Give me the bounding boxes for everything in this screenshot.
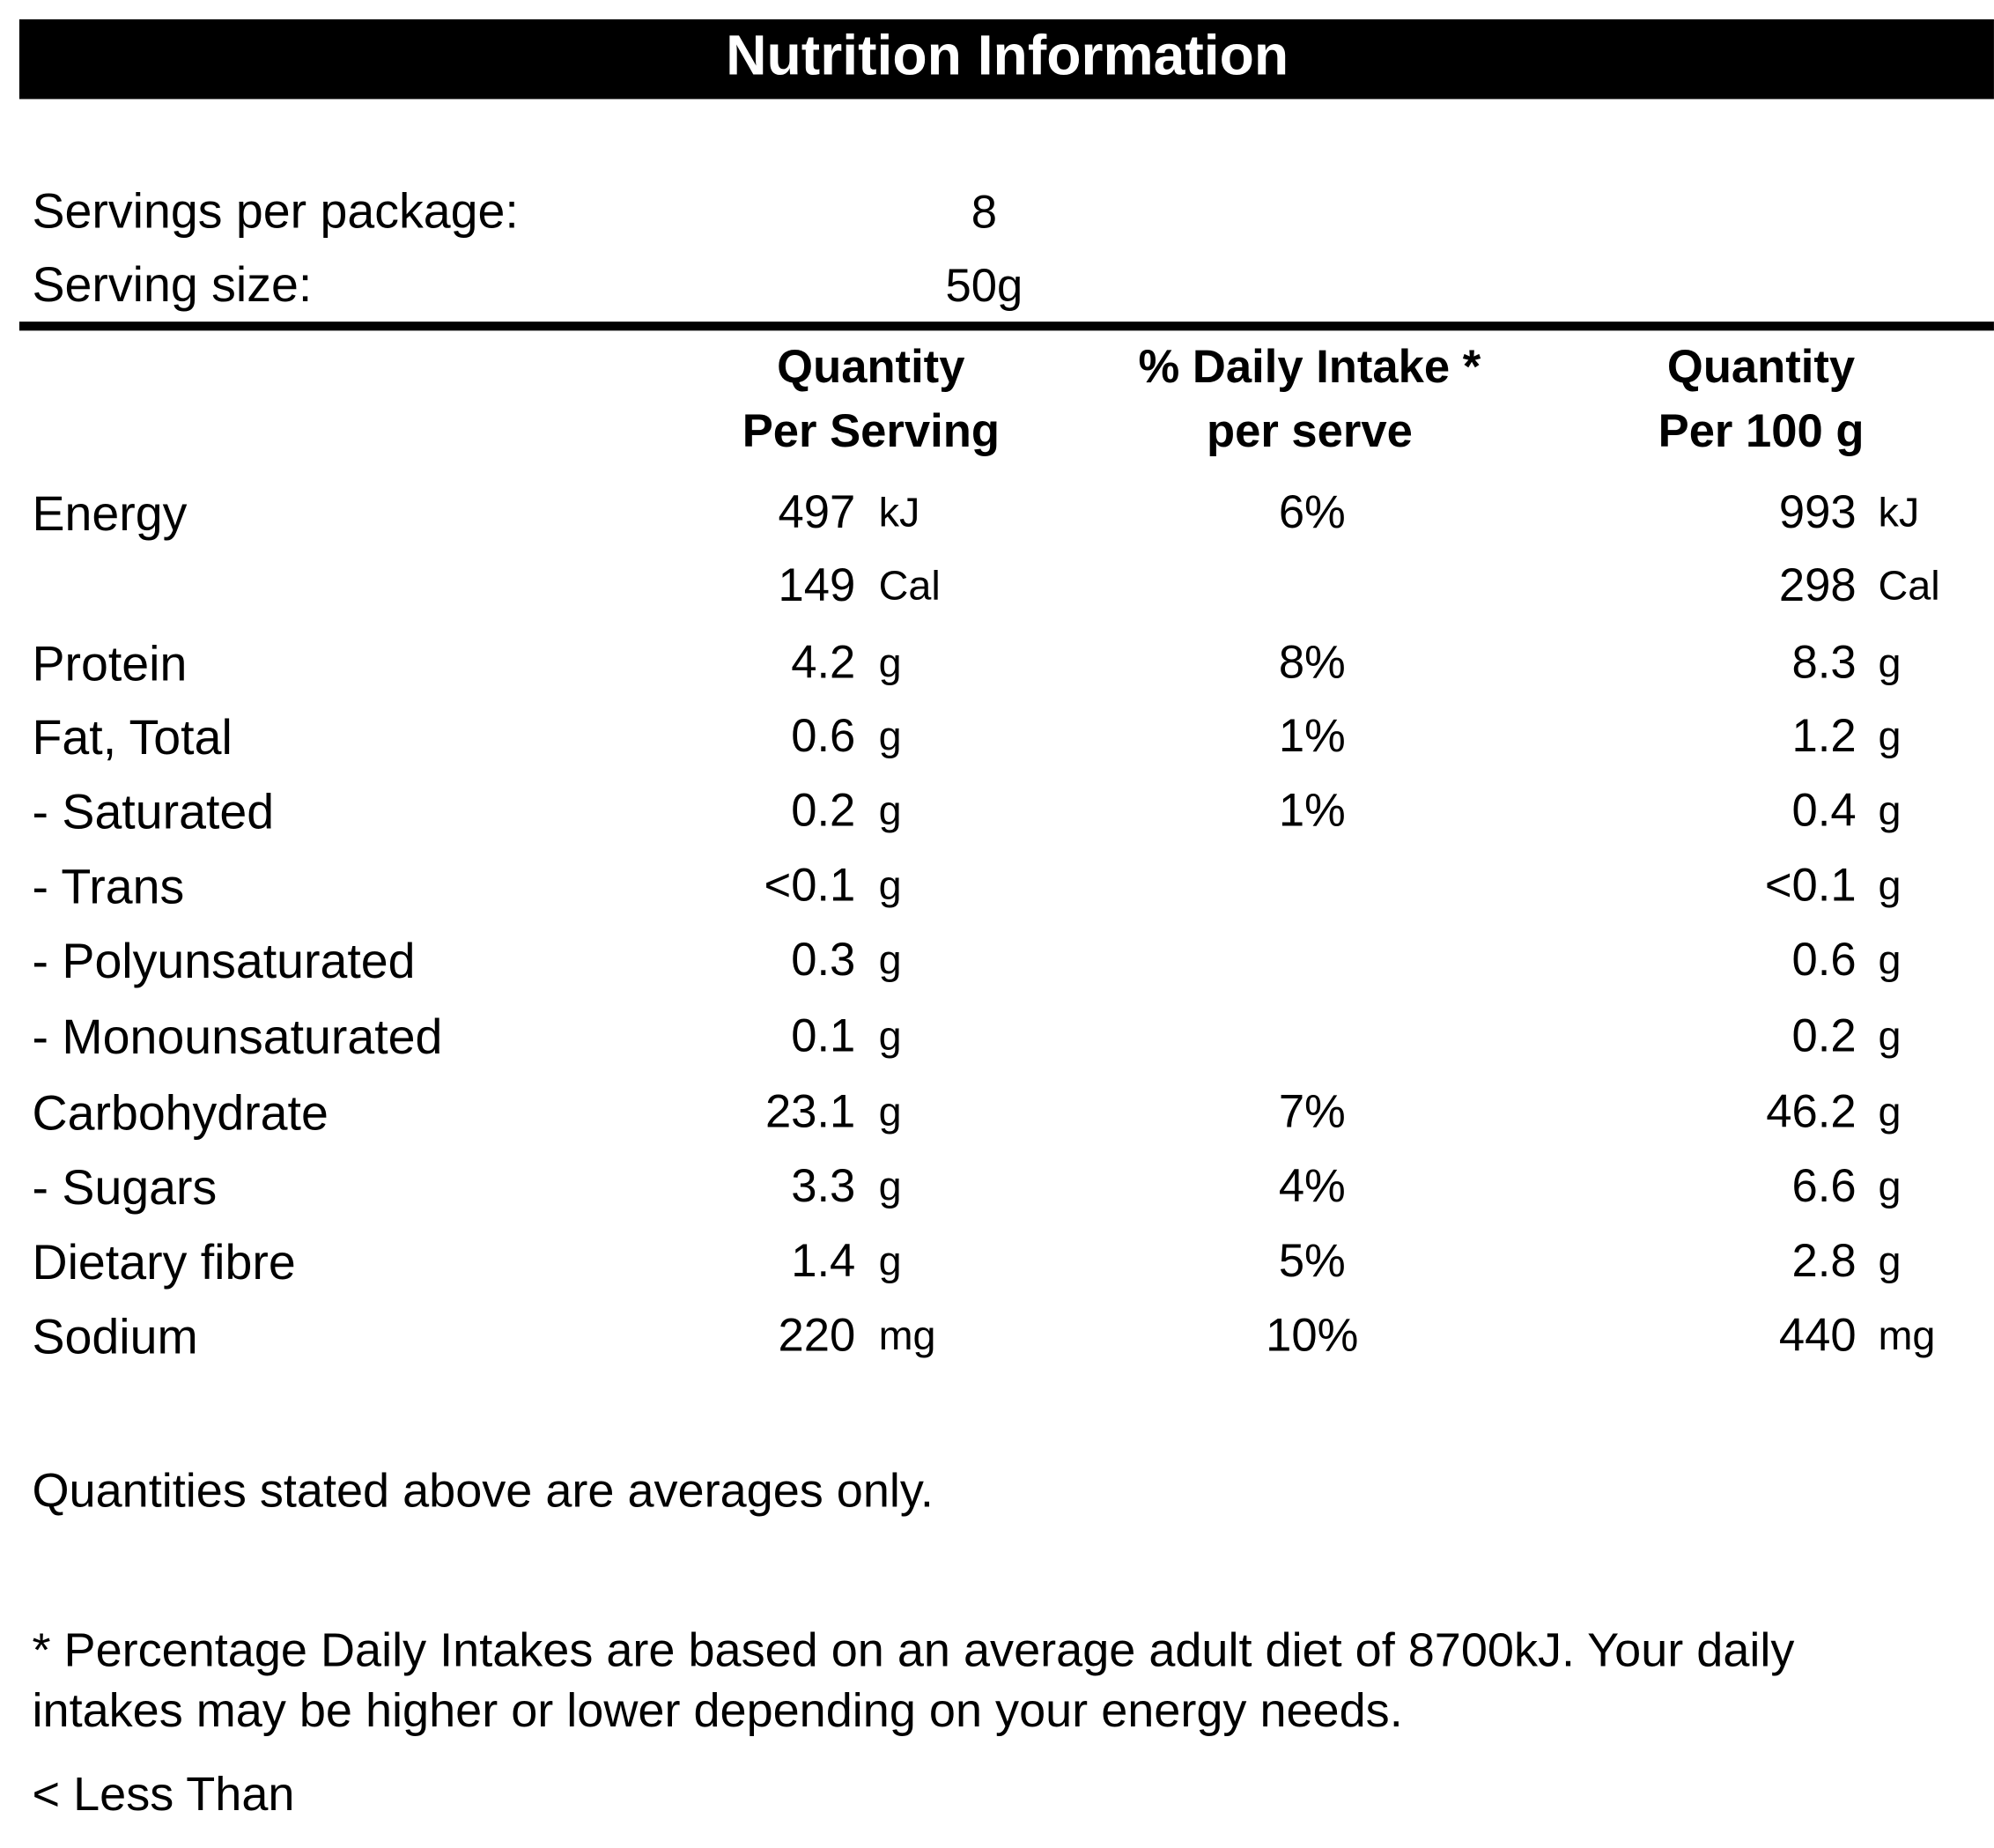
per-100g-unit: g — [1878, 1238, 1902, 1284]
nutrient-label: Carbohydrate — [32, 1087, 329, 1142]
per-100g-unit: Cal — [1878, 562, 1940, 609]
per-100g-value: 0.6 — [1791, 932, 1857, 986]
title: Nutrition Information — [726, 24, 1289, 88]
daily-intake-value: 1% — [1278, 708, 1346, 762]
per-serving-value: 220 — [778, 1308, 856, 1362]
per-100g-unit: g — [1878, 713, 1902, 759]
serving-value: 8 — [971, 185, 997, 239]
per-serving-value: 3.3 — [791, 1159, 856, 1212]
nutrient-label: - Trans — [32, 861, 185, 915]
daily-intake-value: 6% — [1278, 484, 1346, 538]
per-serving-value: 0.3 — [791, 932, 856, 986]
per-serving-unit: g — [878, 861, 902, 909]
per-serving-value: <0.1 — [764, 858, 856, 912]
per-100g-unit: g — [1878, 1012, 1902, 1060]
per-100g-value: 1.2 — [1791, 708, 1857, 762]
per-serving-unit: g — [878, 1012, 902, 1060]
daily-intake-value: 7% — [1278, 1084, 1346, 1138]
nutrient-label: Fat, Total — [32, 711, 233, 766]
nutrient-label: Dietary fibre — [32, 1236, 296, 1290]
per-100g-value: 2.8 — [1791, 1233, 1857, 1287]
nutrient-label: - Sugars — [32, 1161, 218, 1216]
per-100g-value: 46.2 — [1766, 1084, 1857, 1138]
per-serving-value: 0.2 — [791, 783, 856, 837]
per-100g-unit: g — [1878, 787, 1902, 834]
per-100g-unit: g — [1878, 1163, 1902, 1209]
column-header: Quantity — [777, 339, 965, 393]
column-header: Per Serving — [742, 403, 1000, 457]
per-serving-value: 149 — [778, 558, 856, 611]
nutrient-label: Sodium — [32, 1311, 198, 1365]
per-100g-value: 0.2 — [1791, 1009, 1857, 1061]
per-100g-value: 298 — [1778, 558, 1857, 611]
per-serving-unit: kJ — [878, 489, 920, 536]
per-serving-unit: mg — [878, 1312, 936, 1359]
per-serving-value: 1.4 — [791, 1233, 856, 1287]
column-header: Quantity — [1666, 339, 1856, 393]
footnote: * Percentage Daily Intakes are based on … — [32, 1623, 1795, 1737]
per-100g-value: 8.3 — [1791, 635, 1857, 689]
nutrient-label: Protein — [32, 638, 188, 692]
daily-intake-value: 8% — [1278, 635, 1346, 689]
serving-value: 50g — [945, 258, 1023, 312]
per-100g-unit: mg — [1878, 1312, 1936, 1359]
column-header: Per 100 g — [1658, 403, 1865, 457]
divider — [18, 322, 1994, 331]
per-serving-value: 4.2 — [791, 635, 856, 689]
per-serving-unit: g — [878, 713, 902, 759]
per-serving-value: 0.6 — [791, 708, 856, 762]
per-100g-value: 6.6 — [1791, 1159, 1857, 1212]
per-100g-unit: kJ — [1878, 489, 1920, 536]
per-100g-unit: g — [1878, 1088, 1902, 1135]
per-100g-unit: g — [1878, 936, 1902, 983]
per-serving-unit: g — [878, 1088, 902, 1135]
per-100g-value: <0.1 — [1764, 858, 1857, 912]
per-serving-unit: Cal — [878, 562, 941, 609]
per-serving-value: 0.1 — [791, 1009, 856, 1061]
per-serving-unit: g — [878, 936, 902, 983]
serving-label: Servings per package: — [32, 185, 519, 240]
per-100g-unit: g — [1878, 639, 1902, 686]
per-serving-unit: g — [878, 787, 902, 834]
nutrient-label: - Monounsaturated — [32, 1011, 443, 1066]
per-100g-unit: g — [1878, 861, 1902, 909]
nutrient-label: - Polyunsaturated — [32, 935, 416, 990]
nutrient-label: - Saturated — [32, 786, 275, 840]
column-header: per serve — [1206, 403, 1413, 457]
per-100g-value: 993 — [1778, 484, 1857, 538]
nutrient-label: Energy — [32, 487, 188, 542]
per-serving-value: 497 — [778, 484, 856, 538]
serving-label: Serving size: — [32, 258, 313, 313]
per-100g-value: 440 — [1778, 1308, 1857, 1362]
title-bar — [18, 18, 1994, 100]
per-serving-unit: g — [878, 1163, 902, 1209]
per-100g-value: 0.4 — [1791, 783, 1857, 837]
note: Quantities stated above are averages onl… — [32, 1464, 934, 1518]
per-serving-unit: g — [878, 1238, 902, 1284]
per-serving-value: 23.1 — [764, 1084, 856, 1138]
daily-intake-value: 1% — [1278, 783, 1346, 837]
per-serving-unit: g — [878, 639, 902, 686]
daily-intake-value: 4% — [1278, 1159, 1346, 1212]
daily-intake-value: 10% — [1266, 1308, 1359, 1362]
daily-intake-value: 5% — [1278, 1233, 1346, 1287]
column-header: % Daily Intake * — [1138, 339, 1481, 393]
legend: < Less Than — [32, 1767, 295, 1821]
